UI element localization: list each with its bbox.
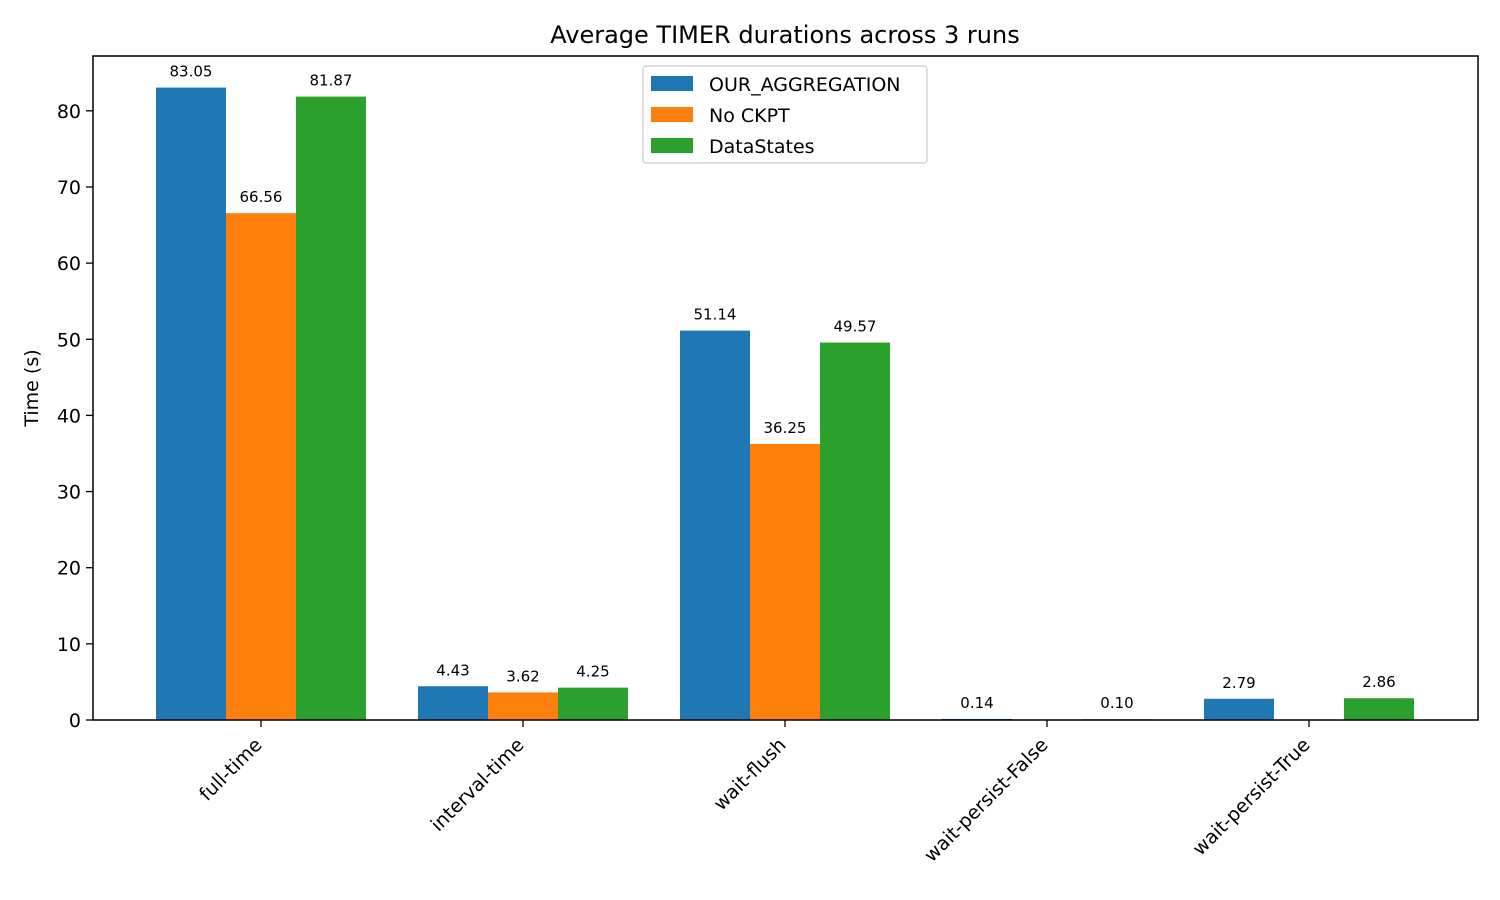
bar-value-label: 83.05 bbox=[170, 63, 213, 81]
chart-title: Average TIMER durations across 3 runs bbox=[550, 21, 1019, 49]
bar-value-label: 4.25 bbox=[576, 663, 609, 681]
legend-label: OUR_AGGREGATION bbox=[709, 74, 901, 96]
y-tick-label: 20 bbox=[57, 558, 81, 580]
legend: OUR_AGGREGATION No CKPT DataStates bbox=[642, 65, 928, 164]
bar-no-ckpt-wait-flush bbox=[750, 443, 820, 720]
bar-value-label: 51.14 bbox=[694, 306, 737, 324]
legend-swatch bbox=[651, 76, 693, 91]
y-tick-label: 40 bbox=[57, 405, 81, 427]
bar-our-aggregation-wait-persist-True bbox=[1204, 698, 1274, 720]
y-tick-label: 0 bbox=[69, 710, 81, 732]
y-tick-label: 60 bbox=[57, 253, 81, 275]
bar-datastates-wait-persist-True bbox=[1344, 698, 1414, 720]
bar-datastates-wait-flush bbox=[820, 342, 890, 720]
bar-our-aggregation-wait-flush bbox=[680, 330, 750, 720]
y-tick-label: 30 bbox=[57, 482, 81, 504]
bar-value-label: 66.56 bbox=[240, 188, 283, 206]
y-tick-label: 10 bbox=[57, 634, 81, 656]
bar-value-label: 81.87 bbox=[310, 72, 353, 90]
bars-group bbox=[156, 87, 1414, 721]
bar-datastates-full-time bbox=[296, 96, 366, 720]
y-axis-label: Time (s) bbox=[21, 349, 43, 427]
legend-label: DataStates bbox=[709, 136, 815, 158]
bar-our-aggregation-interval-time bbox=[418, 686, 488, 720]
y-tick-label: 80 bbox=[57, 101, 81, 123]
bar-value-label: 2.86 bbox=[1362, 673, 1395, 691]
bar-value-label: 4.43 bbox=[436, 661, 469, 679]
y-axis: 0 10 20 30 40 50 60 70 80 bbox=[57, 101, 93, 732]
y-tick-label: 70 bbox=[57, 177, 81, 199]
bar-value-label: 49.57 bbox=[834, 318, 877, 336]
bar-our-aggregation-full-time bbox=[156, 87, 226, 721]
legend-label: No CKPT bbox=[709, 105, 790, 127]
bar-no-ckpt-full-time bbox=[226, 213, 296, 720]
bar-value-label: 0.14 bbox=[960, 694, 993, 712]
bar-no-ckpt-interval-time bbox=[488, 692, 558, 720]
bar-value-label: 3.62 bbox=[506, 667, 539, 685]
legend-box bbox=[642, 65, 928, 164]
bar-datastates-interval-time bbox=[558, 687, 628, 720]
bar-value-label: 2.79 bbox=[1222, 674, 1255, 692]
legend-swatch bbox=[651, 138, 693, 153]
y-tick-label: 50 bbox=[57, 329, 81, 351]
bar-value-label: 36.25 bbox=[764, 419, 807, 437]
legend-swatch bbox=[651, 107, 693, 122]
bar-labels-group: 83.05 66.56 81.87 4.43 3.62 4.25 51.14 36.25 49.… bbox=[170, 63, 1396, 713]
bar-value-label: 0.10 bbox=[1100, 694, 1133, 712]
